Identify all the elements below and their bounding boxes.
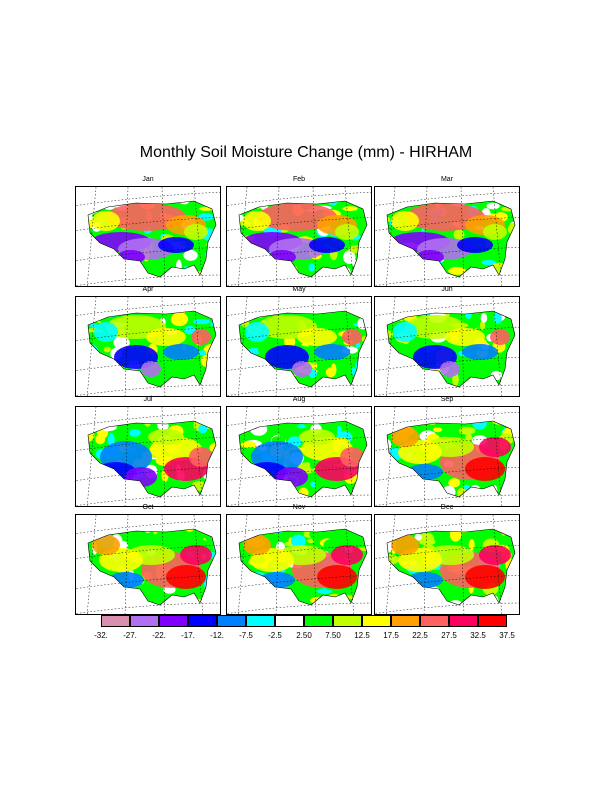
colorbar-tick-label: 12.5 (354, 631, 370, 640)
colorbar-tick-label: 32.5 (470, 631, 486, 640)
panel-month-label: Jul (143, 396, 153, 403)
colorbar-tick-label: -7.5 (239, 631, 253, 640)
colorbar-tick-label: -2.5 (268, 631, 282, 640)
colorbar-tick-label: -17. (181, 631, 195, 640)
panel-month-label: Sep (440, 396, 454, 403)
colorbar-swatch (449, 615, 478, 627)
colorbar-tick-label: 17.5 (383, 631, 399, 640)
colorbar-swatch (246, 615, 275, 627)
soil-moisture-map (227, 297, 371, 396)
panel-month-label: Oct (142, 504, 154, 511)
soil-moisture-map (227, 407, 371, 506)
map-panel-aug (226, 406, 372, 507)
soil-moisture-map (375, 515, 519, 614)
panel-month-label: May (292, 286, 306, 293)
colorbar-swatch (217, 615, 246, 627)
map-panel-oct (75, 514, 221, 615)
colorbar-swatch (333, 615, 362, 627)
soil-moisture-map (227, 187, 371, 286)
map-panel-apr (75, 296, 221, 397)
colorbar-tick-label: -22. (152, 631, 166, 640)
panel-month-label: Jan (142, 176, 154, 183)
soil-moisture-map (375, 297, 519, 396)
panel-month-label: Aug (292, 396, 306, 403)
map-panel-feb (226, 186, 372, 287)
colorbar-tick-label: -27. (123, 631, 137, 640)
map-panel-jul (75, 406, 221, 507)
colorbar-swatch (362, 615, 391, 627)
colorbar-swatch (101, 615, 130, 627)
soil-moisture-map (76, 187, 220, 286)
colorbar-tick-label: 2.50 (296, 631, 312, 640)
map-panel-jun (374, 296, 520, 397)
colorbar-tick-label: 22.5 (412, 631, 428, 640)
colorbar-swatch (130, 615, 159, 627)
colorbar-swatch (304, 615, 333, 627)
soil-moisture-map (375, 187, 519, 286)
soil-moisture-map (227, 515, 371, 614)
colorbar-swatch (159, 615, 188, 627)
panel-month-label: Apr (142, 286, 154, 293)
colorbar-tick-label: 7.50 (325, 631, 341, 640)
map-panel-jan (75, 186, 221, 287)
soil-moisture-map (76, 297, 220, 396)
map-panel-mar (374, 186, 520, 287)
soil-moisture-map (76, 515, 220, 614)
panel-month-label: Jun (441, 286, 453, 293)
map-panel-sep (374, 406, 520, 507)
panel-month-label: Mar (440, 176, 454, 183)
map-panel-nov (226, 514, 372, 615)
figure-title: Monthly Soil Moisture Change (mm) - HIRH… (139, 144, 473, 161)
map-panel-may (226, 296, 372, 397)
panel-month-label: Nov (292, 504, 306, 511)
colorbar-tick-label: 27.5 (441, 631, 457, 640)
colorbar-tick-label: 37.5 (499, 631, 515, 640)
soil-moisture-map (76, 407, 220, 506)
colorbar-swatch (420, 615, 449, 627)
colorbar-swatch (275, 615, 304, 627)
colorbar-swatch (391, 615, 420, 627)
colorbar-swatch (188, 615, 217, 627)
colorbar-tick-label: -32. (94, 631, 108, 640)
colorbar-tick-label: -12. (210, 631, 224, 640)
colorbar-swatch (478, 615, 507, 627)
soil-moisture-map (375, 407, 519, 506)
panel-month-label: Feb (292, 176, 306, 183)
map-panel-dec (374, 514, 520, 615)
panel-month-label: Dec (440, 504, 454, 511)
